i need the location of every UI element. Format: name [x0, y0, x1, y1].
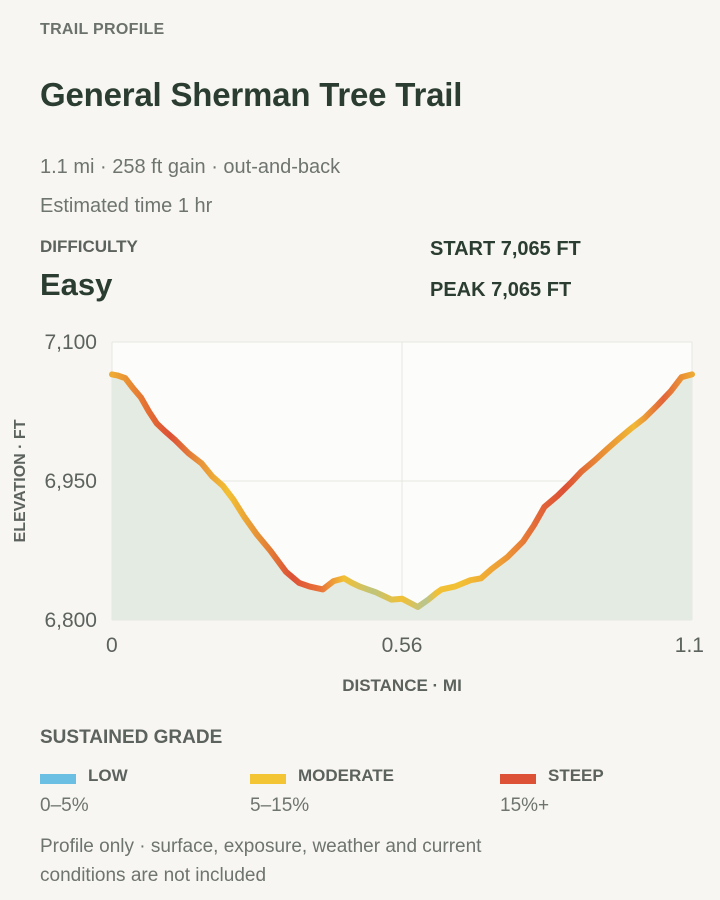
difficulty-label: DIFFICULTY — [40, 237, 138, 256]
x-tick-label: 0.56 — [382, 634, 423, 657]
y-axis-title: ELEVATION · FT — [12, 419, 29, 542]
start-elevation: START 7,065 FT — [430, 238, 581, 260]
trail-title: General Sherman Tree Trail — [40, 76, 463, 113]
legend-range-moderate: 5–15% — [250, 795, 310, 816]
legend-label-steep: STEEP — [548, 766, 604, 785]
footnote: Profile only · surface, exposure, weathe… — [40, 836, 482, 886]
y-tick-label: 6,950 — [44, 470, 97, 493]
eyebrow-label: TRAIL PROFILE — [40, 21, 165, 38]
x-tick-label: 0 — [106, 634, 118, 657]
x-axis-title: DISTANCE · MI — [342, 676, 462, 695]
elevation-line — [109, 371, 695, 610]
elevation-chart: 7,100 6,950 6,800 0 0.56 1.1 DISTANCE · MI E… — [12, 331, 704, 695]
legend-label-moderate: MODERATE — [298, 766, 395, 785]
peak-elevation: PEAK 7,065 FT — [430, 279, 572, 301]
legend-label-low: LOW — [88, 766, 128, 785]
difficulty-value: Easy — [40, 267, 113, 302]
steep-swatch — [500, 774, 536, 784]
legend-title: SUSTAINED GRADE — [40, 727, 223, 748]
legend-range-steep: 15%+ — [500, 795, 550, 816]
y-tick-label: 6,800 — [44, 609, 97, 632]
y-tick-label: 7,100 — [44, 331, 97, 354]
estimated-time: Estimated time 1 hr — [40, 195, 213, 217]
low-swatch — [40, 774, 76, 784]
x-tick-label: 1.1 — [675, 634, 704, 657]
legend-range-low: 0–5% — [40, 795, 89, 816]
trail-summary: 1.1 mi · 258 ft gain · out-and-back — [40, 156, 341, 178]
moderate-swatch — [250, 774, 286, 784]
elevation-area — [112, 374, 692, 620]
